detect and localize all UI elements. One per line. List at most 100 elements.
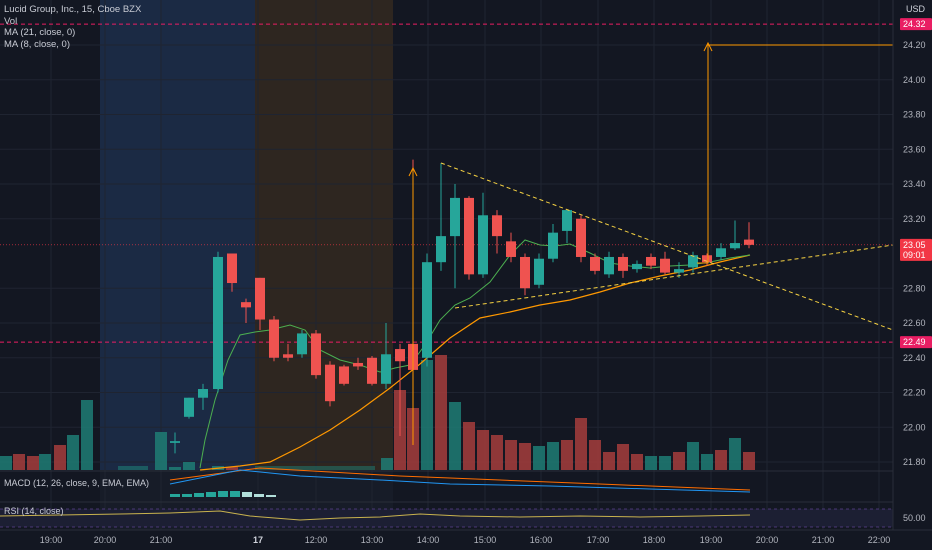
rsi-line (0, 510, 751, 521)
x-tick-label: 12:00 (305, 535, 328, 545)
y-tick-label: 24.20 (903, 40, 926, 50)
chart-legend: Lucid Group, Inc., 15, Cboe BZX Vol MA (… (4, 4, 141, 50)
volume-bar (701, 454, 713, 470)
candle-body (604, 256, 614, 275)
volume-bar (673, 452, 685, 470)
macd-label: MACD (12, 26, close, 9, EMA, EMA) (4, 478, 150, 488)
volume-bar (81, 400, 93, 470)
candle-body (184, 397, 194, 417)
arrow-head-right (703, 41, 713, 52)
volume-bar (118, 466, 148, 470)
x-tick-label: 20:00 (94, 535, 117, 545)
volume-bar (463, 422, 475, 470)
candle-body (255, 277, 265, 320)
candle-body (297, 333, 307, 355)
y-tick-label: 23.80 (903, 110, 926, 120)
time-axis-bg (0, 530, 932, 550)
volume-bar (0, 456, 12, 470)
volume-bar (226, 467, 238, 470)
candle-body (646, 256, 656, 266)
volume-bar (715, 450, 727, 470)
candle-body (311, 333, 321, 376)
candle-body (464, 197, 474, 275)
ma8-label: MA (8, close, 0) (4, 38, 70, 50)
candle-body (562, 210, 572, 231)
candle-body (702, 255, 712, 263)
volume-bar (169, 467, 181, 470)
arrow-head-left (408, 166, 418, 177)
x-tick-label: 13:00 (361, 535, 384, 545)
currency-label: USD (906, 4, 926, 14)
candle-body (548, 232, 558, 259)
candle-body (325, 364, 335, 402)
volume-bar (645, 456, 657, 470)
y-tick-label: 22.20 (903, 388, 926, 398)
macd-histogram-bar (182, 494, 192, 497)
volume-bar (729, 438, 741, 470)
y-tick-label: 23.60 (903, 144, 926, 154)
symbol-title: Lucid Group, Inc., 15, Cboe BZX (4, 4, 142, 15)
macd-histogram-bar (266, 495, 276, 497)
extended-shading (255, 0, 393, 470)
measure-line-right (697, 44, 893, 264)
x-tick-label: 19:00 (700, 535, 723, 545)
y-tick-label: 22.40 (903, 353, 926, 363)
macd-histogram-bar (230, 491, 240, 497)
candle-body (367, 357, 377, 384)
ma21-line (199, 254, 751, 471)
volume-bar (155, 432, 167, 470)
volume-bar (589, 440, 601, 470)
volume-bar (631, 454, 643, 470)
volume-bar (39, 454, 51, 470)
candle-body (381, 354, 391, 384)
y-tick-label: 21.80 (903, 457, 926, 467)
volume-bar (13, 454, 25, 470)
candle-body (353, 362, 363, 367)
candle-body (213, 256, 223, 390)
x-tick-label: 14:00 (417, 535, 440, 545)
candle-body (716, 248, 726, 257)
volume-bar (435, 355, 447, 470)
candle-body (674, 269, 684, 273)
volume-bar (183, 462, 195, 470)
bottom-red-price-badge-bg (900, 336, 932, 349)
candle-body (241, 302, 251, 308)
y-tick-label: 24.00 (903, 75, 926, 85)
x-tick-label: 20:00 (756, 535, 779, 545)
macd-histogram-bar (170, 494, 180, 497)
x-tick-label: 21:00 (150, 535, 173, 545)
candle-body (660, 258, 670, 273)
y-tick-label: 23.40 (903, 179, 926, 189)
candle-body (422, 262, 432, 358)
rsi-label: RSI (14, close) (4, 506, 64, 516)
candle-body (170, 441, 180, 443)
volume-bar (603, 452, 615, 470)
trendline-lower (454, 244, 894, 309)
macd-histogram-bar (218, 491, 228, 497)
trendline-upper (440, 162, 894, 331)
candle-body (269, 319, 279, 358)
volume-bar (67, 435, 79, 470)
macd-histogram-bar (206, 492, 216, 497)
candle-body (436, 236, 446, 263)
candle-body (492, 215, 502, 237)
y-tick-label: 23.20 (903, 214, 926, 224)
macd-histogram-bar (194, 493, 204, 497)
volume-bar (477, 430, 489, 470)
volume-bar (505, 440, 517, 470)
candle-body (534, 258, 544, 285)
volume-bar (449, 402, 461, 470)
y-tick-label: 22.60 (903, 318, 926, 328)
volume-bar (421, 360, 433, 470)
volume-bar (743, 452, 755, 470)
x-tick-label: 15:00 (474, 535, 497, 545)
x-tick-label: 17:00 (587, 535, 610, 545)
candle-body (227, 253, 237, 284)
macd-line (169, 469, 751, 493)
x-tick-label: 21:00 (812, 535, 835, 545)
candle-body (730, 243, 740, 249)
candle-body (744, 239, 754, 245)
volume-bar (547, 442, 559, 470)
volume-bar (491, 435, 503, 470)
